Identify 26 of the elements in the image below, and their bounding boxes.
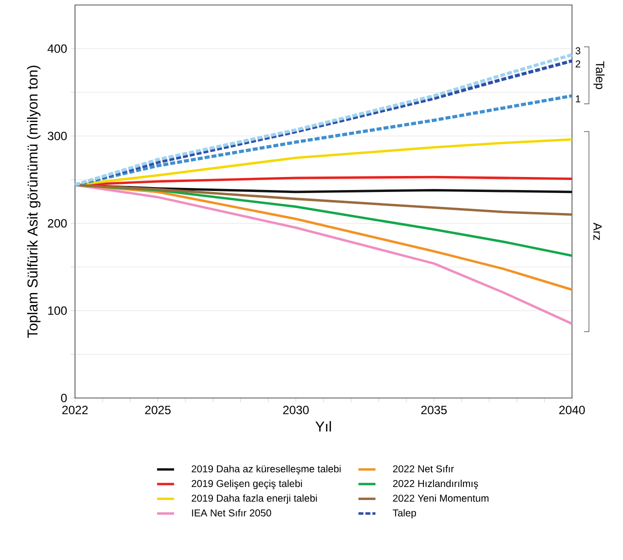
text: 2 xyxy=(576,60,580,68)
y-tick-label: 300 xyxy=(48,132,67,140)
line-series xyxy=(74,184,574,325)
legend-label: 2022 Hızlandırılmış xyxy=(393,480,478,490)
x-tick-label: 2022 xyxy=(62,406,88,414)
legend-label: 2019 Daha fazla enerji talebi xyxy=(192,494,317,504)
legend-label: 2022 Net Sıfır xyxy=(393,465,454,472)
x-tick-label: 2035 xyxy=(421,406,447,414)
x-tick-label: 2040 xyxy=(559,406,585,414)
text: Arz xyxy=(593,222,602,240)
y-tick-label: 400 xyxy=(48,44,67,53)
text: Talep xyxy=(593,61,605,90)
text: 1 xyxy=(576,95,580,102)
legend-label: 2019 Daha az küreselleşme talebi xyxy=(192,465,341,474)
legend-label: IEA Net Sıfır 2050 xyxy=(192,509,272,516)
y-axis-title: Toplam Sülfürik Asit görünümü (milyon ton) xyxy=(27,66,40,338)
legend-label: 2019 Gelişen geçiş talebi xyxy=(192,480,302,490)
legend-label: 2022 Yeni Momentum xyxy=(393,494,488,502)
y-tick-label: 0 xyxy=(61,394,67,402)
x-tick-label: 2030 xyxy=(283,406,309,414)
y-tick-label: 100 xyxy=(48,306,67,315)
x-axis-title: Yıl xyxy=(315,421,331,432)
text: 3 xyxy=(576,47,580,54)
y-tick-label: 200 xyxy=(48,219,67,228)
x-tick-label: 2025 xyxy=(145,406,171,414)
legend-label: Talep xyxy=(392,509,416,518)
